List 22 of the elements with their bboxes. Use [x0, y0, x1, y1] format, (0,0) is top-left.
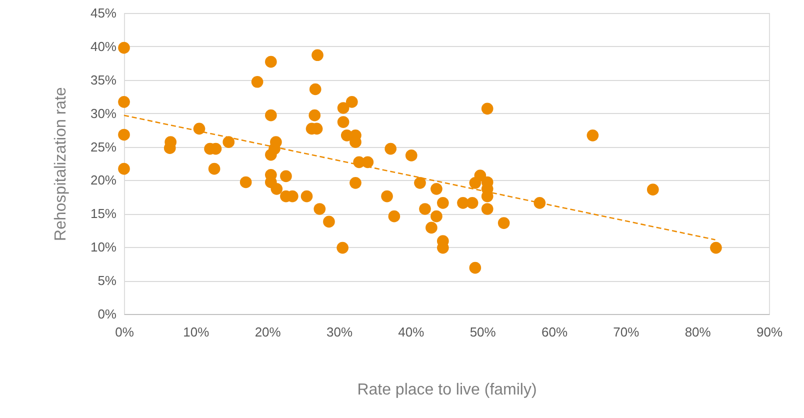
x-tick-label: 20% [254, 324, 282, 340]
x-tick-label: 10% [183, 324, 210, 340]
y-tick-label: 10% [90, 240, 117, 255]
y-tick-label: 5% [98, 273, 117, 288]
x-axis-title: Rate place to live (family) [357, 382, 537, 398]
y-tick-label: 35% [90, 72, 117, 88]
y-tick-label: 20% [90, 172, 117, 188]
x-tick-label: 40% [398, 324, 425, 340]
x-tick-label: 90% [756, 324, 783, 340]
x-tick-label: 60% [541, 324, 568, 340]
y-tick-label: 25% [90, 139, 117, 154]
y-axis-title: Rehospitalization rate [52, 86, 70, 241]
x-tick-label: 50% [470, 324, 496, 340]
y-tick-label: 45% [90, 6, 117, 20]
x-tick-label: 70% [613, 324, 640, 340]
y-tick-label: 15% [90, 206, 117, 222]
x-tick-label: 30% [326, 324, 353, 340]
y-tick-label: 0% [98, 306, 117, 322]
y-tick-label: 40% [90, 38, 117, 54]
x-tick-label: 80% [684, 324, 712, 340]
y-tick-label: 30% [90, 106, 117, 121]
x-tick-label: 0% [115, 324, 134, 340]
